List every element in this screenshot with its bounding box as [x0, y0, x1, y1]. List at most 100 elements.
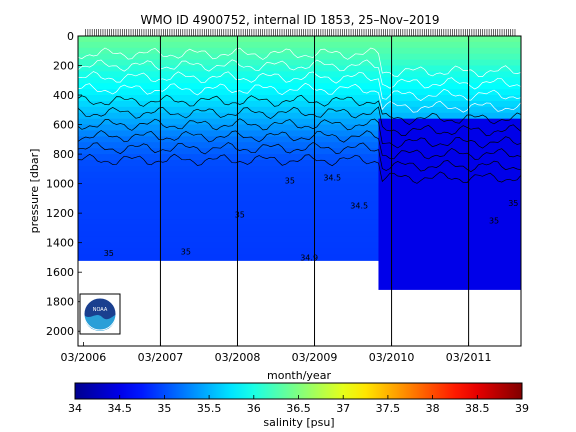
x-tick-label: 03/2011 [446, 351, 492, 364]
salinity-band [78, 142, 521, 149]
y-tick-label: 1800 [46, 296, 74, 309]
contour-label: 35 [508, 199, 518, 208]
y-tick-label: 1400 [46, 237, 74, 250]
contour-line [78, 82, 521, 113]
chart-title: WMO ID 4900752, internal ID 1853, 25–Nov… [141, 13, 440, 27]
x-tick-label: 03/2007 [138, 351, 184, 364]
salinity-band [78, 171, 521, 179]
colorbar-tick-label: 39 [515, 402, 529, 415]
salinity-band [78, 183, 521, 191]
salinity-band [78, 95, 521, 102]
salinity-band [78, 65, 521, 72]
contour-line [78, 118, 521, 149]
salinity-band [78, 47, 521, 55]
contour-label: 35 [489, 216, 499, 225]
salinity-band [78, 36, 521, 43]
y-tick-label: 400 [53, 89, 74, 102]
salinity-band [78, 242, 521, 250]
contour-label: 35 [181, 247, 191, 256]
salinity-band [78, 77, 521, 84]
y-axis: 0 200 400 600 800 1000 1200 1400 1600 1800 2000 [46, 30, 82, 338]
salinity-band [78, 100, 521, 108]
colorbar-tick-label: 37 [336, 402, 350, 415]
salinity-band [78, 165, 521, 173]
salinity-band [78, 219, 521, 226]
plot-area: 35 34.5 34.5 35 35 34.9 35 35 35 [78, 36, 521, 346]
year-dividers [159, 36, 470, 346]
svg-text:NOAA: NOAA [93, 307, 108, 313]
contour-line [78, 142, 521, 173]
y-tick-label: 600 [53, 119, 74, 132]
colorbar-tick-label: 37.5 [376, 402, 401, 415]
contour-line [78, 94, 521, 126]
salinity-band [78, 148, 521, 155]
noaa-logo: NOAA [79, 293, 121, 335]
salinity-band [78, 207, 521, 214]
colorbar-tick-label: 34 [68, 402, 82, 415]
contour-line [78, 106, 521, 137]
colorbar-label: salinity [psu] [263, 416, 334, 429]
y-tick-label: 2000 [46, 325, 74, 338]
salinity-band [78, 71, 521, 78]
salinity-band [78, 189, 521, 196]
contour-label: 35 [235, 211, 245, 220]
colorbar-tick-label: 38.5 [465, 402, 490, 415]
salinity-band [78, 160, 521, 167]
salinity-band [78, 248, 521, 255]
salinity-band [78, 118, 521, 126]
salinity-band [78, 177, 521, 185]
salinity-band [78, 112, 521, 120]
colorbar-ticks: 34 34.5 35 35.5 36 36.5 37 37.5 38 38.5 39 [68, 395, 529, 415]
colorbar-tick-label: 36.5 [286, 402, 311, 415]
y-tick-label: 800 [53, 148, 74, 161]
contour-label: 34.9 [300, 253, 318, 262]
contour-label: 35 [104, 249, 114, 258]
contour-label: 34.5 [323, 174, 341, 183]
salinity-band [78, 254, 521, 261]
salinity-band [78, 83, 521, 90]
colorbar-tick-label: 38 [426, 402, 440, 415]
salinity-band [78, 59, 521, 67]
colorbar-tick-label: 34.5 [107, 402, 132, 415]
salinity-band [78, 201, 521, 208]
contour-label: 34.5 [350, 202, 368, 211]
salinity-band [78, 224, 521, 232]
x-tick-label: 03/2009 [292, 351, 338, 364]
y-tick-label: 1600 [46, 266, 74, 279]
profile-date-ticks [85, 29, 516, 36]
salinity-band [78, 130, 521, 137]
x-tick-label: 03/2010 [369, 351, 415, 364]
colorbar-tick-label: 35.5 [197, 402, 222, 415]
y-tick-label: 1200 [46, 207, 74, 220]
y-tick-label: 1000 [46, 178, 74, 191]
salinity-band [78, 154, 521, 161]
salinity-band [78, 41, 521, 49]
x-tick-label: 03/2006 [61, 351, 107, 364]
colorbar-tick-label: 36 [247, 402, 261, 415]
contour-label: 35 [285, 177, 295, 186]
contour-line [78, 71, 521, 102]
contour-line [78, 130, 521, 160]
y-tick-label: 0 [67, 30, 74, 43]
salinity-band [78, 195, 521, 202]
x-axis: 03/2006 03/2007 03/2008 03/2009 03/2010 03/20… [61, 342, 492, 364]
salinity-band [78, 136, 521, 143]
y-axis-label: pressure [dbar] [28, 149, 41, 234]
x-tick-label: 03/2008 [215, 351, 261, 364]
contour-line [78, 153, 521, 184]
salinity-band [78, 213, 521, 220]
salinity-band [78, 106, 521, 114]
contour-line [78, 47, 521, 77]
salinity-band [378, 118, 521, 290]
salinity-band [78, 89, 521, 96]
colorbar: 34 34.5 35 35.5 36 36.5 37 37.5 38 38.5 39 salinit… [68, 382, 529, 429]
x-axis-label: month/year [267, 369, 331, 382]
salinity-band [78, 236, 521, 244]
salinity-band [78, 230, 521, 238]
colorbar-tick-label: 35 [157, 402, 171, 415]
salinity-contours [78, 47, 521, 184]
contour-labels: 35 34.5 34.5 35 35 34.9 35 35 35 [104, 174, 519, 263]
contour-line [78, 59, 521, 90]
y-tick-label: 200 [53, 60, 74, 73]
